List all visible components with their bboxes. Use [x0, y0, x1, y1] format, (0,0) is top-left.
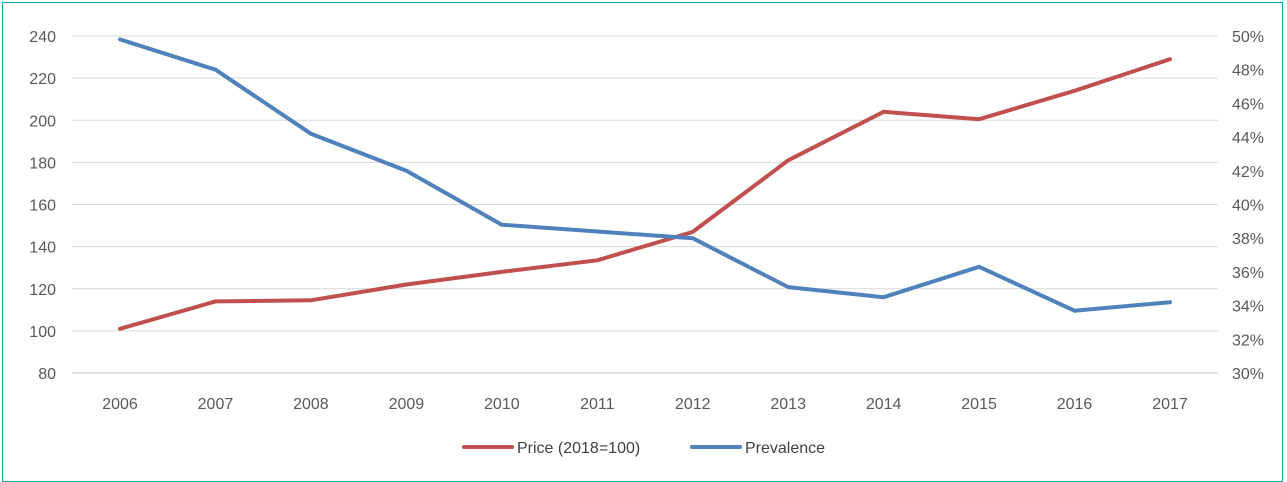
left-tick-label: 180 — [29, 155, 56, 172]
right-axis-ticks: 30% 32% 34% 36% 38% 40% 42% 44% 46% 48% 50% — [1232, 29, 1264, 383]
right-tick-label: 32% — [1232, 332, 1264, 349]
x-axis-ticks: 2006 2007 2008 2009 2010 2011 2012 2013 2014 2015… — [102, 396, 1188, 413]
x-tick-label: 2011 — [580, 396, 615, 413]
left-tick-label: 200 — [29, 113, 56, 130]
legend-label: Price (2018=100) — [517, 440, 640, 457]
x-tick-label: 2009 — [389, 396, 425, 413]
legend: Price (2018=100) Prevalence — [462, 440, 825, 457]
x-tick-label: 2013 — [770, 396, 806, 413]
right-tick-label: 44% — [1232, 130, 1264, 147]
right-tick-label: 48% — [1232, 63, 1264, 80]
left-tick-label: 120 — [29, 282, 56, 299]
right-tick-label: 30% — [1232, 366, 1264, 383]
left-tick-label: 80 — [38, 366, 56, 383]
left-tick-label: 220 — [29, 71, 56, 88]
left-axis-ticks: 80 100 120 140 160 180 200 220 240 — [29, 29, 56, 383]
left-tick-label: 160 — [29, 198, 56, 215]
left-tick-label: 100 — [29, 324, 56, 341]
x-tick-label: 2008 — [293, 396, 329, 413]
gridlines — [72, 35, 1218, 374]
x-tick-label: 2010 — [484, 396, 520, 413]
x-tick-label: 2012 — [675, 396, 711, 413]
series-line-prevalence — [118, 37, 1172, 313]
x-tick-label: 2015 — [961, 396, 997, 413]
left-tick-label: 240 — [29, 29, 56, 46]
right-tick-label: 38% — [1232, 231, 1264, 248]
right-tick-label: 46% — [1232, 96, 1264, 113]
right-tick-label: 36% — [1232, 265, 1264, 282]
left-tick-label: 140 — [29, 240, 56, 257]
series-lines — [118, 37, 1172, 331]
right-tick-label: 42% — [1232, 164, 1264, 181]
x-tick-label: 2014 — [866, 396, 902, 413]
series-line-price-2018-100 — [118, 57, 1172, 331]
legend-label: Prevalence — [745, 440, 825, 457]
right-tick-label: 40% — [1232, 198, 1264, 215]
right-tick-label: 34% — [1232, 299, 1264, 316]
x-tick-label: 2017 — [1152, 396, 1188, 413]
x-tick-label: 2007 — [198, 396, 234, 413]
x-tick-label: 2006 — [102, 396, 138, 413]
right-tick-label: 50% — [1232, 29, 1264, 46]
x-tick-label: 2016 — [1057, 396, 1093, 413]
